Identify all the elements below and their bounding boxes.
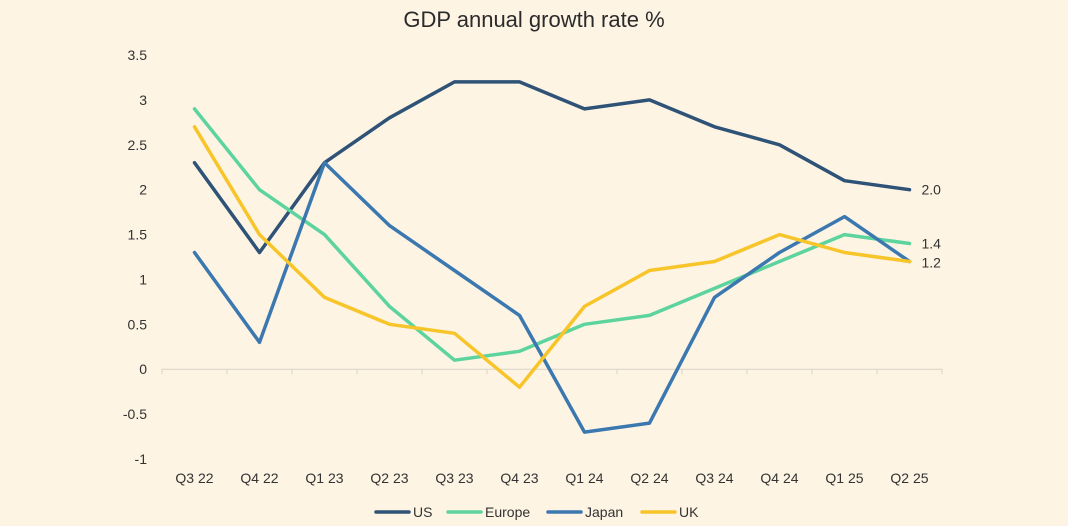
y-tick-label: 2.5 [128,137,148,153]
x-tick-label: Q4 23 [500,470,538,486]
x-tick-label: Q3 22 [175,470,213,486]
x-tick-label: Q4 22 [240,470,278,486]
end-labels: 2.0 1.4 1.2 [922,182,942,271]
x-tick-label: Q4 24 [760,470,798,486]
series-line-japan [192,160,912,434]
chart-title: GDP annual growth rate % [403,7,664,32]
end-value-label: 2.0 [922,182,942,198]
x-tick-label: Q3 23 [435,470,473,486]
y-tick-label: -1 [135,451,148,467]
y-tick-label: 1.5 [128,227,148,243]
x-tick-label: Q1 23 [305,470,343,486]
series-line-us [192,80,912,255]
y-tick-label: 2 [139,182,147,198]
legend-label: UK [679,504,699,520]
y-axis: 3.5 3 2.5 2 1.5 1 0.5 0 -0.5 -1 [123,47,147,467]
legend: US Europe Japan UK [374,504,699,520]
legend-label: US [413,504,432,520]
y-tick-label: 3 [139,92,147,108]
series-line-uk [192,125,912,389]
x-tick-label: Q1 25 [825,470,863,486]
end-value-label: 1.4 [922,236,942,252]
x-axis: Q3 22 Q4 22 Q1 23 Q2 23 Q3 23 Q4 23 Q1 24 Q2 24… [161,368,943,486]
legend-label: Europe [485,504,530,520]
series-group [192,80,912,434]
y-tick-label: 0 [139,361,147,377]
x-tick-label: Q3 24 [695,470,733,486]
x-tick-label: Q2 25 [890,470,928,486]
y-tick-label: -0.5 [123,406,147,422]
x-tick-label: Q2 24 [630,470,668,486]
y-tick-label: 0.5 [128,316,148,332]
series-line-europe [192,107,912,362]
x-tick-label: Q1 24 [565,470,603,486]
end-value-label: 1.2 [922,254,942,270]
y-tick-label: 3.5 [128,47,148,63]
legend-label: Japan [585,504,623,520]
x-tick-label: Q2 23 [370,470,408,486]
y-tick-label: 1 [139,271,147,287]
